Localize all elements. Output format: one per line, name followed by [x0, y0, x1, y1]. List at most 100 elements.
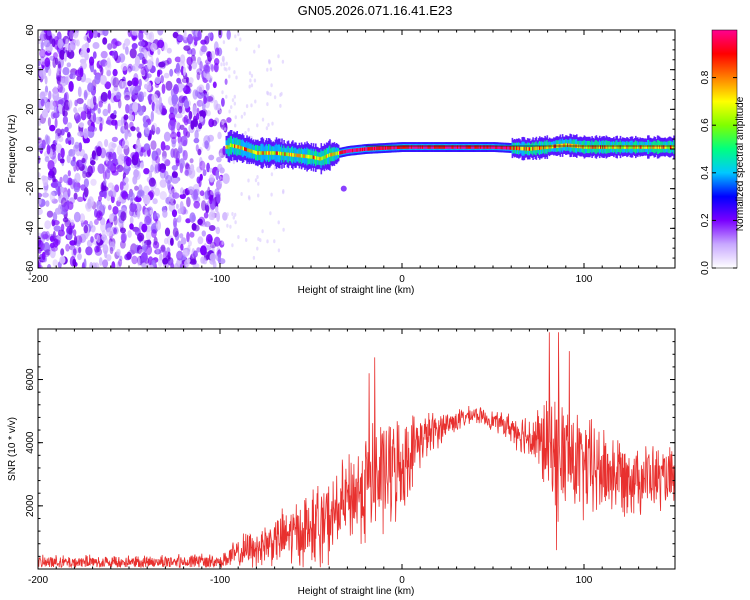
spectrogram-band-cell [309, 155, 312, 159]
spectrogram-xtick-label: 0 [399, 274, 405, 285]
spectrogram-band-cell [434, 145, 436, 149]
spectrogram-ylabel: Frequency (Hz) [7, 115, 18, 184]
spectrogram-noise-cell [270, 172, 274, 177]
spectrogram-band-cell [543, 145, 545, 150]
spectrogram-band-cell [499, 145, 502, 150]
spectrogram-noise-cell [137, 256, 141, 267]
spectrogram-noise-cell [226, 30, 231, 40]
spectrogram-noise-cell [170, 148, 175, 159]
spectrogram-noise-cell [183, 45, 191, 51]
spectrogram-band-cell [630, 145, 633, 149]
spectrogram-band-cell [251, 149, 254, 154]
spectrogram-band-cell [316, 156, 318, 160]
spectrogram-band-cell [312, 155, 315, 160]
spectrogram-band-cell [367, 147, 369, 151]
spectrogram-noise-cell [157, 39, 165, 49]
spectrogram-band-cell [606, 145, 609, 149]
spectrogram-noise-cell [73, 248, 77, 256]
spectrogram-band-cell [280, 151, 282, 156]
spectrogram-noise-cell [170, 237, 174, 246]
spectrogram-band-cell [628, 145, 630, 149]
spectrogram-noise-cell [204, 35, 210, 45]
spectrogram-noise-cell [183, 114, 189, 126]
spectrogram-band-cell [523, 146, 526, 151]
spectrogram-band-cell [482, 145, 484, 149]
spectrogram-noise-cell [160, 166, 166, 174]
spectrogram-noise-cell [240, 192, 243, 196]
spectrogram-noise-cell [203, 212, 209, 219]
spectrogram-noise-cell [142, 59, 148, 65]
spectrogram-band-cell [440, 145, 443, 149]
spectrogram-band-cell [489, 145, 492, 149]
spectrogram-noise-cell [63, 52, 67, 62]
colorbar-tick-label: 0.2 [700, 213, 711, 227]
spectrogram-noise-cell [203, 135, 211, 146]
spectrogram-noise-cell [175, 203, 179, 209]
spectrogram-noise-cell [208, 195, 213, 205]
spectrogram-band-cell [598, 145, 601, 149]
spectrogram-noise-cell [40, 98, 45, 107]
spectrogram-band-cell [359, 147, 362, 152]
spectrogram-noise-cell [145, 245, 153, 255]
spectrogram-noise-cell [62, 217, 69, 223]
spectrogram-noise-cell [147, 59, 153, 70]
spectrogram-noise-cell [149, 209, 153, 215]
spectrogram-xtick-label: -200 [28, 274, 48, 285]
spectrogram-band-cell [622, 145, 625, 149]
spectrogram-noise-cell [191, 192, 199, 201]
spectrogram-noise-cell [191, 60, 198, 70]
spectrogram-noise-cell [90, 178, 97, 186]
spectrogram-noise-cell [190, 164, 195, 171]
spectrogram-noise-cell [174, 263, 179, 268]
spectrogram-noise-cell [44, 249, 52, 256]
spectrogram-noise-cell [105, 227, 114, 237]
spectrogram-band-cell [669, 145, 672, 149]
spectrogram-noise-cell [244, 131, 247, 135]
spectrogram-noise-cell [89, 220, 93, 229]
spectrogram-band-cell [478, 145, 481, 149]
spectrogram-noise-cell [47, 160, 55, 171]
spectrogram-noise-cell [70, 219, 75, 226]
spectrogram-band-cell [565, 143, 567, 147]
spectrogram-noise-cell [83, 89, 88, 101]
spectrogram-band-cell [550, 144, 553, 149]
spectrogram-noise-cell [134, 55, 140, 67]
spectrogram-band-cell [370, 146, 373, 151]
spectrogram-band-cell [337, 151, 340, 155]
spectrogram-band-cell [519, 146, 521, 151]
spectrogram-noise-cell [250, 83, 254, 88]
spectrogram-band-cell [596, 145, 599, 149]
spectrogram-noise-cell [145, 126, 150, 135]
spectrogram-noise-cell [266, 91, 270, 96]
spectrogram-noise-cell [231, 212, 234, 216]
spectrogram-band-cell [546, 145, 549, 149]
spectrogram-band-cell [425, 145, 427, 149]
spectrogram-band-cell [668, 145, 671, 149]
spectrogram-band-cell [484, 145, 486, 149]
spectrogram-band-cell [638, 145, 640, 149]
spectrogram-noise-cell [59, 158, 65, 164]
spectrogram-band-cell [413, 145, 415, 149]
spectrogram-noise-cell [186, 56, 193, 66]
spectrogram-noise-cell [122, 43, 126, 50]
spectrogram-band-cell [422, 145, 424, 149]
spectrogram-band-cell [402, 145, 404, 149]
spectrogram-noise-cell [177, 34, 185, 42]
spectrogram-noise-cell [91, 165, 95, 174]
spectrogram-noise-cell [193, 36, 199, 43]
spectrogram-band-cell [564, 143, 566, 147]
spectrogram-noise-cell [199, 190, 205, 197]
spectrogram-noise-cell [38, 60, 41, 67]
spectrogram-band-cell [545, 145, 547, 150]
spectrogram-noise-cell [136, 132, 142, 139]
spectrogram-noise-cell [271, 121, 274, 126]
spectrogram-noise-cell [112, 206, 119, 215]
spectrogram-noise-cell [250, 103, 253, 108]
spectrogram-band-cell [435, 145, 437, 149]
spectrogram-noise-cell [90, 64, 95, 73]
spectrogram-noise-cell [205, 234, 213, 245]
spectrogram-noise-cell [106, 42, 114, 50]
spectrogram-band-cell [498, 145, 501, 150]
